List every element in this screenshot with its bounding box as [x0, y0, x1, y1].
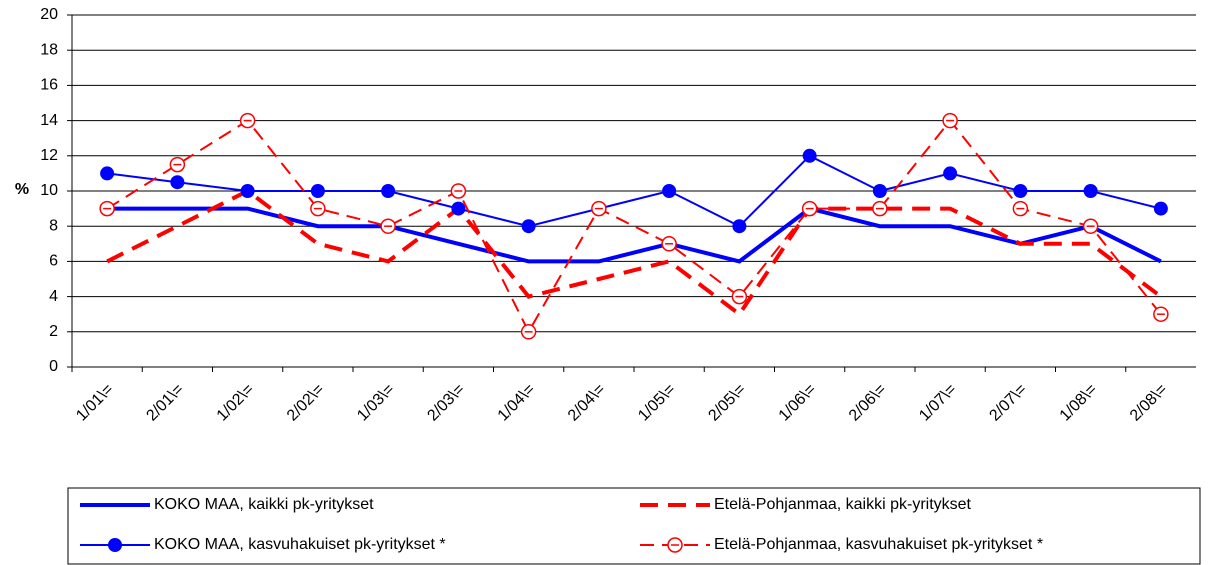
legend-label: KOKO MAA, kaikki pk-yritykset — [154, 496, 374, 513]
legend-label: Etelä-Pohjanmaa, kaikki pk-yritykset — [714, 496, 972, 513]
x-tick-label: 1/07\= — [916, 381, 960, 425]
marker — [943, 166, 958, 181]
y-tick-label: 0 — [49, 358, 58, 375]
x-tick-label: 1/05\= — [635, 381, 679, 425]
marker — [1013, 184, 1028, 198]
y-tick-label: 16 — [40, 77, 58, 94]
marker — [310, 184, 325, 198]
y-tick-label: 2 — [49, 323, 58, 340]
y-tick-label: 18 — [40, 41, 58, 58]
series-line — [106, 118, 1162, 334]
marker — [100, 166, 115, 181]
marker — [1153, 201, 1168, 216]
legend-label: Etelä-Pohjanmaa, kasvuhakuiset pk-yrityk… — [714, 536, 1043, 553]
marker — [451, 201, 466, 216]
marker — [240, 184, 255, 198]
x-tick-label: 1/06\= — [776, 381, 820, 425]
legend-label: KOKO MAA, kasvuhakuiset pk-yritykset * — [154, 536, 446, 553]
x-tick-label: 2/02\= — [284, 381, 328, 425]
x-tick-label: 1/03\= — [354, 381, 398, 425]
y-tick-label: 12 — [40, 147, 58, 164]
marker — [1083, 184, 1098, 198]
y-tick-label: 8 — [49, 217, 58, 234]
marker — [170, 175, 185, 190]
x-tick-label: 1/08\= — [1057, 381, 1101, 425]
marker — [108, 538, 122, 552]
y-tick-label: 4 — [49, 288, 58, 305]
series-line — [107, 154, 1162, 228]
y-tick-label: 10 — [40, 182, 58, 199]
x-tick-label: 2/07\= — [986, 381, 1030, 425]
x-tick-label: 2/05\= — [705, 381, 749, 425]
x-tick-label: 2/06\= — [846, 381, 890, 425]
y-tick-label: 14 — [40, 112, 58, 129]
y-tick-label: 20 — [40, 6, 58, 23]
marker — [381, 184, 396, 198]
x-tick-label: 2/01\= — [143, 381, 187, 425]
marker — [521, 219, 536, 234]
x-tick-label: 2/08\= — [1127, 381, 1171, 425]
marker — [872, 184, 887, 198]
y-axis-label: % — [15, 181, 29, 198]
marker — [802, 148, 817, 163]
series-line — [106, 188, 1163, 318]
marker — [662, 184, 677, 198]
y-tick-label: 6 — [49, 253, 58, 270]
x-tick-label: 2/04\= — [565, 381, 609, 425]
x-tick-label: 1/02\= — [214, 381, 258, 425]
x-tick-label: 1/04\= — [495, 381, 539, 425]
x-tick-label: 1/01\= — [73, 381, 117, 425]
marker — [732, 219, 747, 234]
legend-box — [67, 487, 1201, 565]
x-tick-label: 2/03\= — [424, 381, 468, 425]
